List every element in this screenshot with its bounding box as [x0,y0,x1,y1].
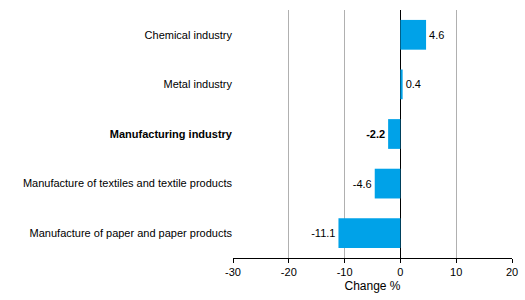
svg-text:0.4: 0.4 [406,78,421,90]
svg-text:0: 0 [397,266,403,278]
svg-text:10: 10 [450,266,462,278]
svg-text:-2.2: -2.2 [366,128,385,140]
svg-text:Manufacture of textiles and te: Manufacture of textiles and textile prod… [23,177,233,189]
svg-text:20: 20 [506,266,518,278]
svg-text:Manufacture of paper and paper: Manufacture of paper and paper products [30,227,233,239]
svg-text:-4.6: -4.6 [353,178,372,190]
svg-text:-11.1: -11.1 [311,227,335,239]
svg-text:-10: -10 [337,266,353,278]
svg-text:Manufacturing industry: Manufacturing industry [110,128,233,140]
svg-text:Change %: Change % [344,279,400,293]
svg-text:Metal industry: Metal industry [164,78,233,90]
svg-text:Chemical industry: Chemical industry [145,29,233,41]
svg-text:4.6: 4.6 [429,29,444,41]
svg-text:-20: -20 [281,266,297,278]
svg-text:-30: -30 [225,266,241,278]
